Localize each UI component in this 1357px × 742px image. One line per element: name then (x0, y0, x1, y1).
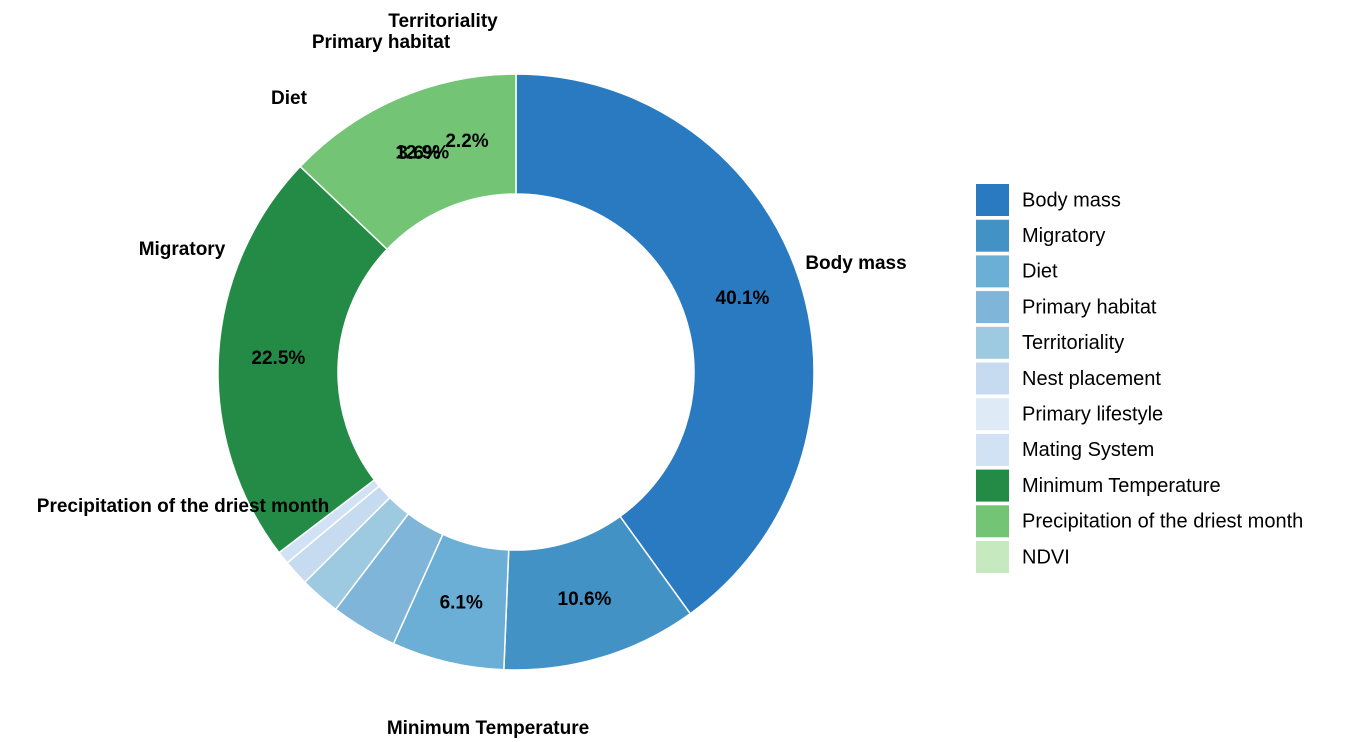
legend-item-migratory: Migratory (976, 219, 1105, 252)
legend-label-nest-placement: Nest placement (1022, 368, 1161, 390)
legend-swatch-body-mass (976, 184, 1009, 216)
name-label-primary-habitat: Primary habitat (312, 32, 451, 53)
legend-item-nest-placement: Nest placement (976, 362, 1161, 395)
legend-swatch-nest-placement (976, 362, 1009, 395)
legend-label-territoriality: Territoriality (1022, 332, 1124, 354)
legend-label-primary-lifestyle: Primary lifestyle (1022, 403, 1163, 425)
name-label-migratory: Migratory (139, 239, 226, 260)
legend-label-minimum-temperature: Minimum Temperature (1022, 475, 1221, 497)
legend-label-primary-habitat: Primary habitat (1022, 296, 1157, 318)
percent-labels: 40.1% 10.6% 6.1% 3.6%2.2% 22.5% 12.9% (251, 131, 769, 614)
legend-swatch-precipitation-of-the-driest-month (976, 505, 1009, 538)
legend-swatch-primary-habitat (976, 291, 1009, 324)
name-label-body-mass: Body mass (805, 253, 906, 274)
legend-item-ndvi: NDVI (976, 541, 1070, 573)
donut-slices (217, 73, 815, 671)
legend-label-mating-system: Mating System (1022, 439, 1154, 461)
chart-legend: Body mass Migratory Diet Primary habitat Ter… (976, 184, 1303, 573)
legend-swatch-minimum-temperature (976, 469, 1009, 502)
name-label-minimum-temperature: Minimum Temperature (387, 718, 589, 739)
slice-name-labels: Body mass Migratory Diet Primary habitatTer… (37, 11, 907, 739)
legend-item-diet: Diet (976, 255, 1058, 288)
legend-swatch-mating-system (976, 433, 1009, 466)
pct-label-primary-habitat: 3.6% (397, 143, 440, 164)
legend-label-precipitation-of-the-driest-month: Precipitation of the driest month (1022, 511, 1303, 533)
legend-item-territoriality: Territoriality (976, 326, 1124, 359)
pct-label-territoriality: 2.2% (445, 131, 488, 152)
slice-minimum-temperature (217, 165, 389, 554)
legend-item-precipitation-of-the-driest-month: Precipitation of the driest month (976, 505, 1303, 538)
legend-label-body-mass: Body mass (1022, 189, 1121, 211)
pct-label-precipitation-of-the-driest-month: 12.9% (395, 142, 449, 163)
pct-label-diet: 6.1% (440, 593, 483, 614)
name-label-diet: Diet (271, 88, 308, 109)
name-label-precipitation-of-the-driest-month: Precipitation of the driest month (37, 496, 329, 517)
legend-label-migratory: Migratory (1022, 225, 1105, 247)
legend-swatch-ndvi (976, 541, 1009, 573)
slice-body-mass (515, 73, 815, 615)
legend-swatch-migratory (976, 219, 1009, 252)
legend-label-ndvi: NDVI (1022, 546, 1070, 568)
legend-item-body-mass: Body mass (976, 184, 1121, 216)
pct-label-minimum-temperature: 22.5% (251, 348, 305, 369)
name-label-territoriality: Territoriality (388, 11, 498, 32)
legend-item-primary-habitat: Primary habitat (976, 291, 1157, 324)
slice-precipitation-of-the-driest-month (299, 73, 517, 251)
legend-item-minimum-temperature: Minimum Temperature (976, 469, 1221, 502)
pct-label-body-mass: 40.1% (716, 288, 770, 309)
legend-label-diet: Diet (1022, 261, 1058, 283)
legend-item-primary-lifestyle: Primary lifestyle (976, 398, 1163, 431)
pct-label-migratory: 10.6% (558, 589, 612, 610)
legend-swatch-primary-lifestyle (976, 398, 1009, 431)
legend-item-mating-system: Mating System (976, 433, 1154, 466)
legend-swatch-diet (976, 255, 1009, 288)
legend-swatch-territoriality (976, 326, 1009, 359)
